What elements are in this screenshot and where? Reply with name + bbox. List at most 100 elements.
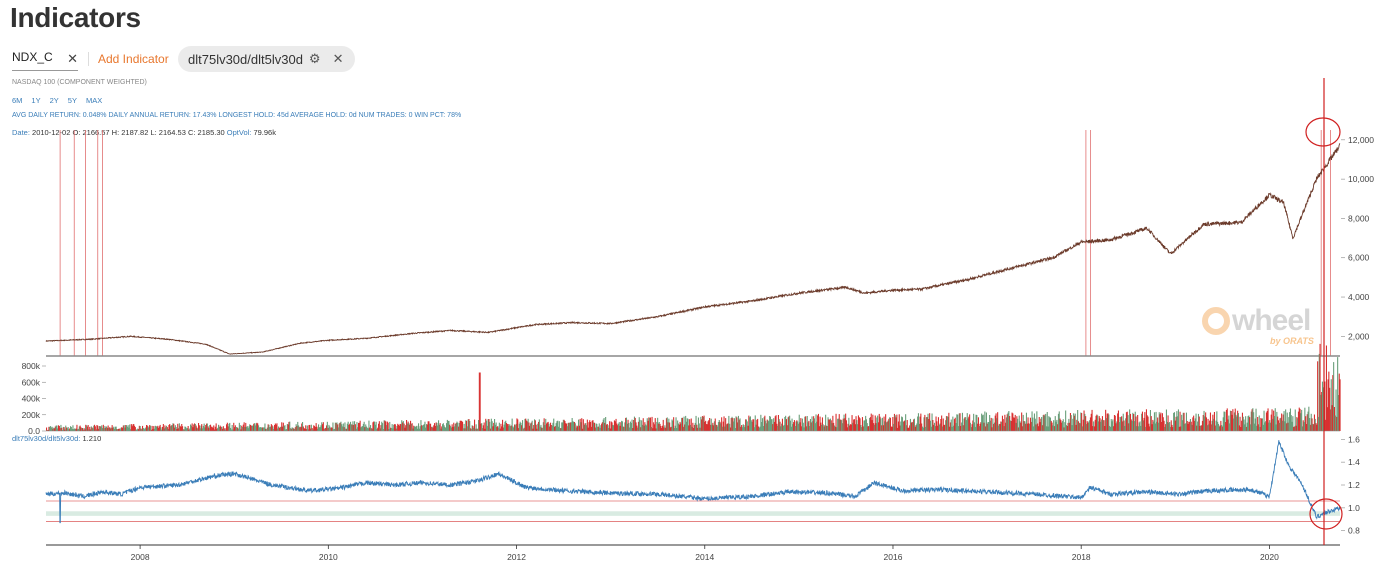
volume-bar xyxy=(535,424,537,431)
clear-ticker-icon[interactable]: ✕ xyxy=(67,51,78,66)
volume-bar xyxy=(749,417,751,431)
range-1y[interactable]: 1Y xyxy=(31,96,41,105)
volume-bar xyxy=(851,415,853,431)
range-6m[interactable]: 6M xyxy=(12,96,23,105)
range-max[interactable]: MAX xyxy=(85,96,103,105)
volume-bar xyxy=(466,420,468,431)
volume-bar xyxy=(372,422,374,431)
volume-bar xyxy=(791,418,793,431)
volume-bar xyxy=(274,423,276,431)
volume-bar xyxy=(494,419,496,431)
volume-bar xyxy=(1282,414,1284,431)
volume-bar xyxy=(1157,422,1159,431)
volume-bar xyxy=(480,423,482,431)
volume-bar xyxy=(48,426,50,431)
volume-bar xyxy=(689,419,691,431)
volume-bar xyxy=(814,423,816,431)
volume-bar xyxy=(302,426,304,431)
volume-bar xyxy=(658,422,660,431)
volume-bar xyxy=(405,425,407,431)
volume-bar xyxy=(638,417,640,431)
volume-bar xyxy=(1201,420,1203,431)
range-5y[interactable]: 5Y xyxy=(67,96,77,105)
volume-bar xyxy=(887,420,889,431)
volume-bar xyxy=(1136,426,1138,431)
volume-bar xyxy=(321,422,323,431)
volume-bar xyxy=(1153,412,1155,431)
volume-bar xyxy=(428,421,430,431)
volume-bar xyxy=(351,424,353,431)
volume-bar xyxy=(990,417,992,431)
volume-bar xyxy=(322,424,324,431)
volume-bar xyxy=(522,428,524,431)
volume-bar xyxy=(705,424,707,431)
volume-bar xyxy=(125,425,127,431)
volume-bar xyxy=(1078,422,1080,431)
volume-bar xyxy=(586,419,588,431)
volume-bar xyxy=(397,423,399,431)
remove-indicator-icon[interactable]: ✕ xyxy=(332,51,344,66)
volume-bar xyxy=(1020,422,1022,431)
volume-bar xyxy=(601,423,603,431)
volume-bar xyxy=(1206,425,1208,431)
volume-bar xyxy=(1144,412,1146,431)
volume-bar xyxy=(815,414,817,431)
volume-bar xyxy=(155,426,157,431)
volume-bar xyxy=(400,424,402,431)
ticker-field[interactable]: ✕ xyxy=(12,50,78,71)
volume-bar xyxy=(913,419,915,431)
volume-bar xyxy=(345,428,347,431)
gear-icon[interactable]: ⚙ xyxy=(308,51,321,66)
volume-bar xyxy=(802,422,804,431)
volume-bar xyxy=(427,421,429,431)
volume-bar xyxy=(301,423,303,431)
volume-bar xyxy=(762,426,764,431)
volume-bar xyxy=(885,422,887,431)
volume-bar xyxy=(833,425,835,431)
volume-bar xyxy=(1233,418,1235,431)
volume-bar xyxy=(1053,426,1055,431)
volume-bar xyxy=(902,421,904,431)
volume-bar xyxy=(91,427,93,431)
volume-bar xyxy=(677,423,679,431)
volume-bar xyxy=(1040,418,1042,431)
volume-bar xyxy=(801,426,803,431)
volume-bar xyxy=(670,426,672,431)
range-2y[interactable]: 2Y xyxy=(49,96,59,105)
indicator-tick-label: 1.4 xyxy=(1348,457,1360,467)
volume-bar xyxy=(530,422,532,431)
volume-bar xyxy=(956,414,958,431)
volume-bar xyxy=(504,421,506,431)
volume-bar xyxy=(519,421,521,431)
volume-bar xyxy=(1138,422,1140,431)
volume-bar xyxy=(1239,416,1241,431)
volume-bar xyxy=(726,423,728,431)
add-indicator-button[interactable]: Add Indicator xyxy=(98,52,169,66)
volume-bar xyxy=(144,428,146,431)
volume-bar xyxy=(322,422,324,431)
volume-bar xyxy=(270,424,272,431)
volume-bar xyxy=(1277,420,1279,431)
optvol-value: 79.96k xyxy=(251,128,276,137)
volume-bar xyxy=(793,422,795,431)
volume-bar xyxy=(437,425,439,431)
volume-bar xyxy=(713,425,715,431)
volume-bar xyxy=(557,420,559,431)
volume-bar xyxy=(191,423,193,431)
volume-bar xyxy=(516,418,518,431)
volume-bar xyxy=(426,424,428,431)
volume-bar xyxy=(656,421,658,431)
volume-bar xyxy=(347,421,349,431)
indicator-chip[interactable]: dlt75lv30d/dlt5lv30d ⚙ ✕ xyxy=(178,46,356,72)
volume-bar xyxy=(69,428,71,431)
ticker-input[interactable] xyxy=(12,50,62,64)
volume-bar xyxy=(871,420,873,431)
volume-bar xyxy=(460,420,462,431)
volume-bar xyxy=(993,422,995,431)
volume-bar xyxy=(599,427,601,431)
volume-bar xyxy=(729,427,731,431)
volume-bar xyxy=(836,427,838,431)
volume-bar xyxy=(72,425,74,431)
volume-bar xyxy=(610,421,612,431)
